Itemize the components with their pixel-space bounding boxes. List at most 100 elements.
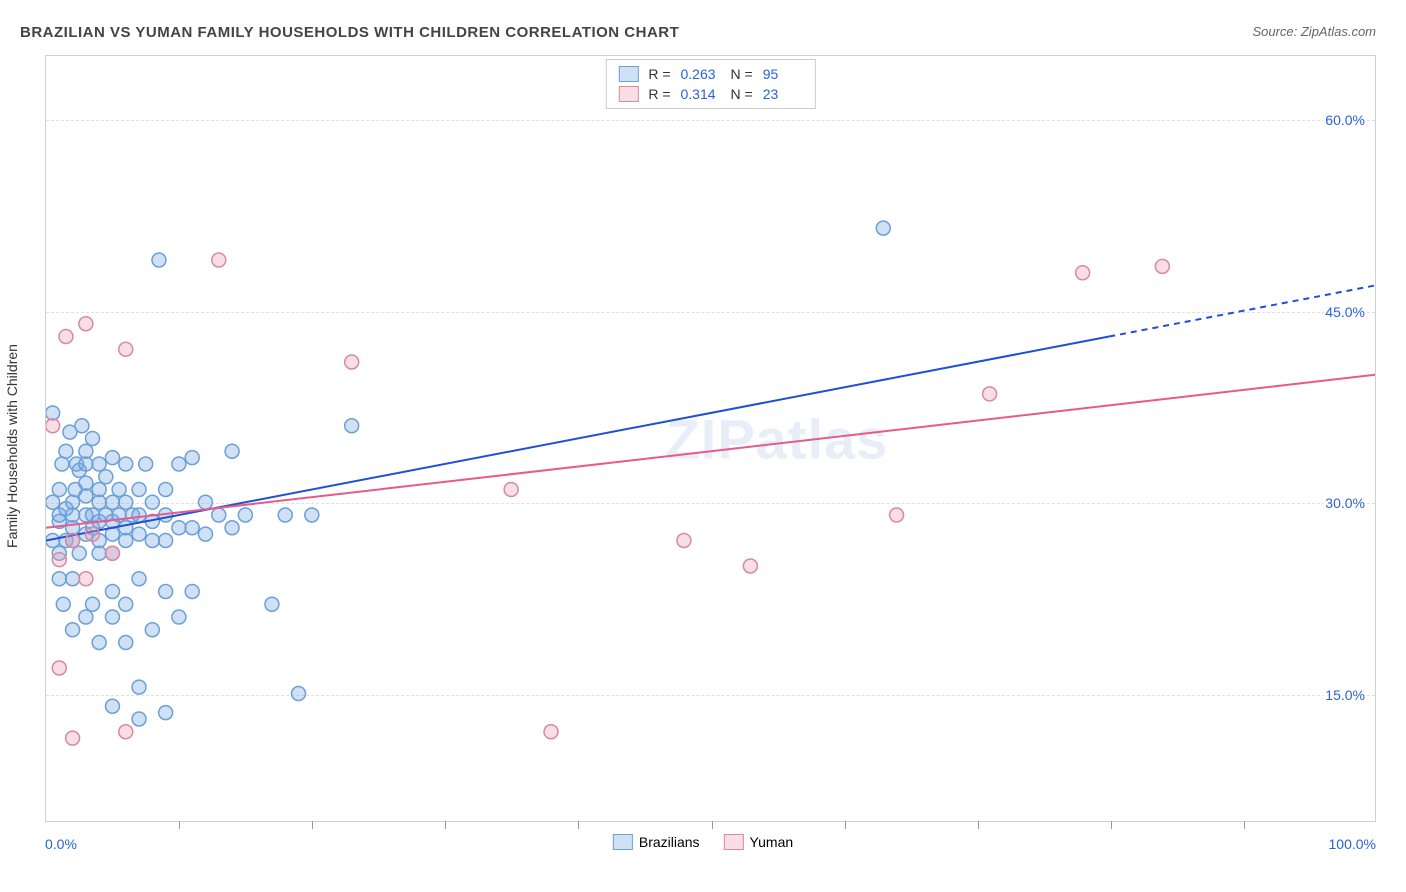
data-point xyxy=(152,253,166,267)
trend-line-dashed xyxy=(1109,286,1375,337)
data-point xyxy=(185,451,199,465)
x-tick xyxy=(445,821,446,829)
data-point xyxy=(79,457,93,471)
data-point xyxy=(132,572,146,586)
legend-swatch xyxy=(613,834,633,850)
data-point xyxy=(185,521,199,535)
data-point xyxy=(119,636,133,650)
data-point xyxy=(983,387,997,401)
legend-item: Brazilians xyxy=(613,834,700,850)
data-point xyxy=(79,476,93,490)
data-point xyxy=(159,483,173,497)
data-point xyxy=(225,521,239,535)
data-point xyxy=(105,699,119,713)
data-point xyxy=(92,636,106,650)
n-value: 95 xyxy=(763,64,803,84)
data-point xyxy=(52,483,66,497)
x-tick xyxy=(712,821,713,829)
data-point xyxy=(544,725,558,739)
r-value: 0.314 xyxy=(681,84,721,104)
series-legend: Brazilians Yuman xyxy=(613,834,793,850)
x-tick xyxy=(578,821,579,829)
data-point xyxy=(59,444,73,458)
data-point xyxy=(278,508,292,522)
data-point xyxy=(677,534,691,548)
data-point xyxy=(105,610,119,624)
data-point xyxy=(52,553,66,567)
x-tick xyxy=(978,821,979,829)
data-point xyxy=(46,406,60,420)
data-point xyxy=(52,572,66,586)
data-point xyxy=(79,489,93,503)
data-point xyxy=(132,712,146,726)
plot-wrap: ZIPatlas 15.0%30.0%45.0%60.0% R =0.263N … xyxy=(45,55,1376,822)
data-point xyxy=(119,457,133,471)
data-layer xyxy=(46,56,1375,821)
data-point xyxy=(225,444,239,458)
data-point xyxy=(132,527,146,541)
x-axis-max-label: 100.0% xyxy=(1329,836,1376,852)
data-point xyxy=(238,508,252,522)
r-label: R = xyxy=(648,84,670,104)
legend-label: Yuman xyxy=(750,834,794,850)
r-value: 0.263 xyxy=(681,64,721,84)
data-point xyxy=(79,572,93,586)
data-point xyxy=(212,253,226,267)
data-point xyxy=(86,432,100,446)
data-point xyxy=(119,725,133,739)
data-point xyxy=(66,623,80,637)
legend-row: R =0.263N =95 xyxy=(618,64,802,84)
data-point xyxy=(66,521,80,535)
data-point xyxy=(119,342,133,356)
x-tick xyxy=(1111,821,1112,829)
data-point xyxy=(66,572,80,586)
data-point xyxy=(212,508,226,522)
data-point xyxy=(105,546,119,560)
data-point xyxy=(145,623,159,637)
data-point xyxy=(46,495,60,509)
plot-area: ZIPatlas 15.0%30.0%45.0%60.0% xyxy=(45,55,1376,822)
data-point xyxy=(876,221,890,235)
data-point xyxy=(59,330,73,344)
data-point xyxy=(92,457,106,471)
data-point xyxy=(92,483,106,497)
correlation-legend: R =0.263N =95R =0.314N =23 xyxy=(605,59,815,109)
data-point xyxy=(132,483,146,497)
legend-swatch xyxy=(618,86,638,102)
data-point xyxy=(1076,266,1090,280)
data-point xyxy=(105,495,119,509)
data-point xyxy=(56,597,70,611)
data-point xyxy=(55,457,69,471)
x-tick xyxy=(179,821,180,829)
data-point xyxy=(159,585,173,599)
data-point xyxy=(1155,259,1169,273)
trend-line xyxy=(46,375,1375,528)
data-point xyxy=(145,495,159,509)
data-point xyxy=(79,317,93,331)
legend-row: R =0.314N =23 xyxy=(618,84,802,104)
data-point xyxy=(66,731,80,745)
data-point xyxy=(66,495,80,509)
data-point xyxy=(119,521,133,535)
chart-container: BRAZILIAN VS YUMAN FAMILY HOUSEHOLDS WIT… xyxy=(0,0,1406,892)
data-point xyxy=(159,706,173,720)
x-tick xyxy=(1244,821,1245,829)
data-point xyxy=(86,527,100,541)
data-point xyxy=(305,508,319,522)
data-point xyxy=(46,419,60,433)
data-point xyxy=(75,419,89,433)
data-point xyxy=(112,483,126,497)
data-point xyxy=(345,419,359,433)
x-tick xyxy=(312,821,313,829)
x-tick xyxy=(845,821,846,829)
data-point xyxy=(172,521,186,535)
data-point xyxy=(119,495,133,509)
x-axis-min-label: 0.0% xyxy=(45,836,77,852)
data-point xyxy=(119,597,133,611)
n-value: 23 xyxy=(763,84,803,104)
data-point xyxy=(743,559,757,573)
chart-title: BRAZILIAN VS YUMAN FAMILY HOUSEHOLDS WIT… xyxy=(20,24,679,41)
data-point xyxy=(132,680,146,694)
data-point xyxy=(92,546,106,560)
y-axis-label: Family Households with Children xyxy=(4,344,20,548)
